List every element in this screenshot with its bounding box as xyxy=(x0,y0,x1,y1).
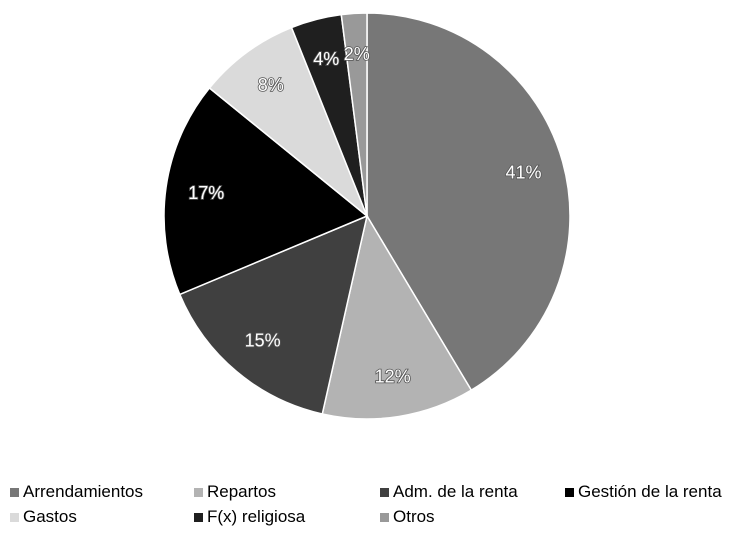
legend-label-otros: Otros xyxy=(393,507,435,526)
legend-item-otros: Otros xyxy=(380,507,435,526)
data-label-gastos: 8% xyxy=(258,75,284,95)
legend-swatch-arrendamientos xyxy=(10,488,19,497)
legend-item-adm-de-la-renta: Adm. de la renta xyxy=(380,482,518,501)
pie-slice-adm-de-la-renta xyxy=(178,214,369,415)
legend-item-gastos: Gastos xyxy=(10,507,77,526)
legend-swatch-gestion-de-la-renta xyxy=(565,488,574,497)
legend-item-f-x-religiosa: F(x) religiosa xyxy=(194,507,306,526)
data-label-adm-de-la-renta: 15% xyxy=(245,330,281,350)
pie-slices xyxy=(163,12,571,420)
legend: Arrendamientos Repartos Adm. de la renta Ge… xyxy=(10,482,722,526)
legend-label-arrendamientos: Arrendamientos xyxy=(23,482,143,501)
pie-slice-repartos xyxy=(321,214,473,420)
pie-data-labels: 41% 12% 15% 17% 8% 4% 2% xyxy=(187,43,542,387)
data-label-otros: 2% xyxy=(344,44,370,64)
data-label-repartos: 12% xyxy=(375,366,411,386)
legend-label-gestion-de-la-renta: Gestión de la renta xyxy=(578,482,722,501)
pie-slice-gestion-de-la-renta xyxy=(163,86,369,296)
legend-label-repartos: Repartos xyxy=(207,482,276,501)
data-label-gestion-de-la-renta: 17% xyxy=(188,183,224,203)
legend-item-repartos: Repartos xyxy=(194,482,276,501)
pie-slice-arrendamientos xyxy=(366,12,571,392)
legend-swatch-gastos xyxy=(10,513,19,522)
legend-swatch-otros xyxy=(380,513,389,522)
legend-label-f-x-religiosa: F(x) religiosa xyxy=(207,507,306,526)
legend-label-adm-de-la-renta: Adm. de la renta xyxy=(393,482,518,501)
legend-item-gestion-de-la-renta: Gestión de la renta xyxy=(565,482,722,501)
legend-swatch-repartos xyxy=(194,488,203,497)
legend-swatch-adm-de-la-renta xyxy=(380,488,389,497)
pie-slice-otros xyxy=(340,12,368,217)
legend-label-gastos: Gastos xyxy=(23,507,77,526)
pie-slice-gastos xyxy=(208,26,369,219)
legend-item-arrendamientos: Arrendamientos xyxy=(10,482,143,501)
legend-swatch-f-x-religiosa xyxy=(194,513,203,522)
data-label-arrendamientos: 41% xyxy=(506,163,542,183)
data-label-f-x-religiosa: 4% xyxy=(313,49,339,69)
